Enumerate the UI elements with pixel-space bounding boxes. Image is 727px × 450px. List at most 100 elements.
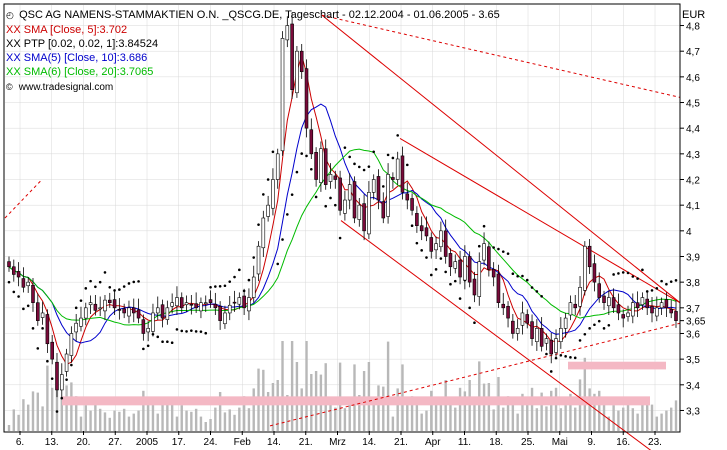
sar-dot <box>458 297 462 300</box>
volume-bar <box>348 396 351 431</box>
sar-dot <box>156 335 160 339</box>
volume-bar <box>271 383 275 431</box>
volume-bar <box>142 390 145 431</box>
sar-dot <box>194 330 198 333</box>
candle-body <box>626 312 630 317</box>
volume-bar <box>223 412 227 431</box>
volume-bar <box>646 399 649 431</box>
sar-dot <box>353 162 356 166</box>
x-tick-label: 13. <box>45 437 59 448</box>
candle-body <box>16 271 21 278</box>
volume-bar <box>50 387 54 431</box>
candle-body <box>602 295 606 303</box>
volume-bar <box>554 387 558 431</box>
volume-bar <box>41 406 44 431</box>
legend-sma10: XX SMA(5) [Close, 10]:3.686 <box>6 52 148 64</box>
volume-bar <box>94 403 97 431</box>
candle-body <box>141 319 146 334</box>
candle-body <box>323 148 328 185</box>
candle-body <box>280 38 285 152</box>
sar-dot <box>46 359 49 363</box>
volume-bar <box>386 341 390 431</box>
volume-bar <box>122 408 126 431</box>
sma5-line <box>8 53 677 365</box>
volume-bar <box>156 413 159 431</box>
volume-bar <box>329 402 332 431</box>
pin-icon: ◴ <box>6 10 14 20</box>
volume-bar <box>602 404 606 431</box>
support-zone-mid <box>568 361 666 370</box>
volume-bar <box>454 407 457 431</box>
volume-bar <box>670 407 673 431</box>
candle-body <box>127 307 131 317</box>
volume-bar <box>569 393 572 431</box>
sar-dot <box>65 378 68 381</box>
y-tick-label: 4 <box>686 227 692 238</box>
candle-body <box>26 281 30 287</box>
volume-bar <box>631 408 635 431</box>
x-tick-label: 11. <box>458 437 471 448</box>
y-tick-label: 3,3 <box>686 406 700 417</box>
volume-bar <box>550 390 553 431</box>
candle-body <box>391 177 395 180</box>
volume-bar <box>12 409 15 431</box>
early-trend-line <box>4 179 43 219</box>
volume-bar <box>170 404 174 431</box>
candle-body <box>611 297 616 309</box>
sar-dot <box>26 304 30 308</box>
trend-lines <box>4 14 681 450</box>
candle-body <box>227 304 232 314</box>
candle-body <box>103 299 107 312</box>
volume-bar <box>31 391 35 431</box>
candle-body <box>357 204 362 220</box>
volume-bar <box>535 408 539 431</box>
candle-body <box>84 307 88 319</box>
candle-body <box>467 256 472 283</box>
sar-dot <box>386 153 390 157</box>
volume-bar <box>607 416 611 431</box>
sar-dot <box>525 278 529 282</box>
candle-body <box>179 297 184 309</box>
volume-bar <box>530 387 534 431</box>
sar-dot <box>89 279 92 283</box>
candle-body <box>458 259 462 278</box>
sar-dot <box>588 327 591 330</box>
volume-bar <box>79 416 83 431</box>
candle-body <box>424 227 429 237</box>
sar-dot <box>602 327 606 330</box>
candle-body <box>631 302 635 317</box>
sar-dot <box>338 236 342 240</box>
volume-bar <box>502 407 505 431</box>
volume-bar <box>214 407 217 431</box>
sar-dot <box>559 353 563 357</box>
sar-dot <box>444 270 447 274</box>
volume-bar <box>506 396 510 431</box>
candle-body <box>170 302 174 307</box>
volume-bar <box>190 411 193 431</box>
x-tick-label: 23. <box>648 437 662 448</box>
volume-bar <box>166 399 169 431</box>
sar-dot <box>381 185 385 188</box>
x-tick-label: Feb <box>234 437 252 448</box>
sar-dot <box>300 152 304 155</box>
candle-body <box>415 213 419 226</box>
volume-bar <box>626 404 630 431</box>
sar-dot <box>295 170 299 174</box>
candle-body <box>7 261 11 268</box>
channel-bottom <box>340 220 652 450</box>
volume-bar <box>89 410 92 431</box>
sar-dot <box>137 280 140 283</box>
x-tick-label: Mrz <box>329 437 346 448</box>
candle-body <box>559 328 563 342</box>
sar-dot <box>257 223 260 226</box>
candle-body <box>275 153 280 180</box>
x-tick-label: 24. <box>204 437 218 448</box>
candle-body <box>223 312 227 325</box>
candle-body <box>107 299 112 303</box>
sar-dot <box>626 271 630 275</box>
candle-body <box>434 243 438 251</box>
candle-body <box>487 246 491 270</box>
candle-body <box>151 312 155 332</box>
volume-bar <box>343 408 347 431</box>
candle-body <box>36 302 40 321</box>
